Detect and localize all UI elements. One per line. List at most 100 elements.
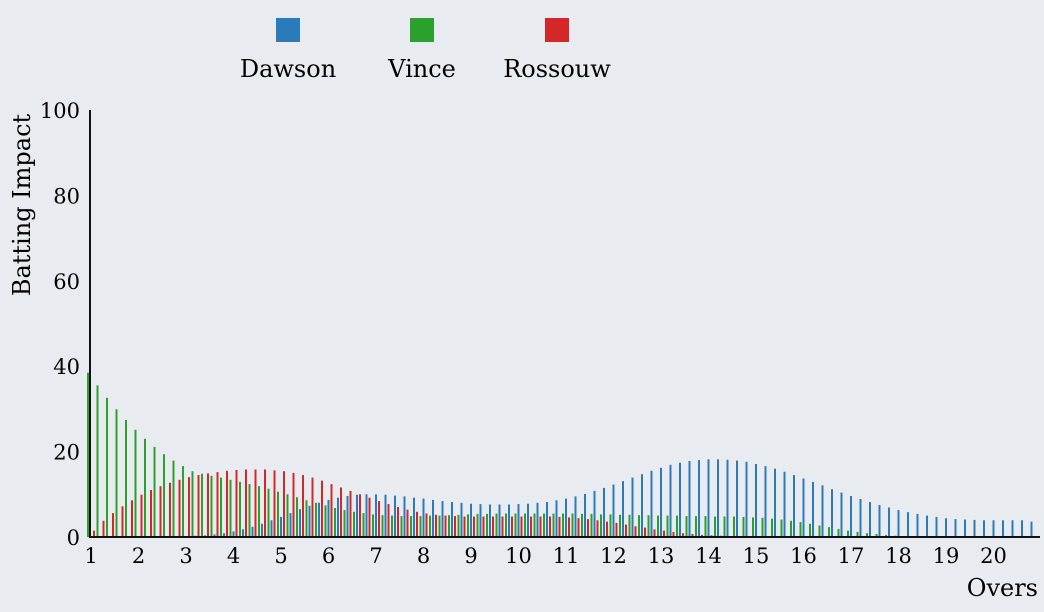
- bar-dawson: [242, 529, 244, 537]
- bar-vince: [144, 438, 146, 537]
- bar-dawson: [831, 489, 833, 537]
- bar-rossouw: [558, 516, 561, 537]
- bar-vince: [847, 530, 849, 537]
- bar-dawson: [650, 470, 653, 537]
- bar-rossouw: [520, 516, 523, 537]
- bar-vince: [657, 515, 659, 537]
- bar-dawson: [622, 481, 624, 537]
- x-tick-label: 8: [417, 544, 430, 568]
- bar-rossouw: [425, 513, 428, 537]
- bar-rossouw: [340, 487, 342, 537]
- bar-vince: [410, 516, 412, 537]
- bar-vince: [400, 516, 403, 537]
- bar-rossouw: [330, 484, 333, 537]
- bar-vince: [486, 513, 488, 537]
- bar-dawson: [308, 505, 311, 537]
- bar-dawson: [774, 468, 776, 537]
- y-tick-label: 60: [53, 270, 80, 294]
- bar-rossouw: [606, 521, 608, 537]
- bar-dawson: [394, 495, 396, 537]
- bar-vince: [533, 513, 536, 537]
- bar-dawson: [498, 504, 501, 537]
- bars: [87, 372, 1033, 537]
- bar-dawson: [859, 499, 862, 537]
- bar-vince: [837, 528, 840, 537]
- bar-vince: [267, 488, 270, 537]
- bar-dawson: [584, 493, 586, 537]
- bar-dawson: [964, 519, 966, 537]
- x-tick-label: 9: [464, 544, 477, 568]
- bar-rossouw: [102, 520, 105, 537]
- bar-rossouw: [112, 513, 114, 537]
- bar-vince: [229, 479, 232, 537]
- bar-rossouw: [359, 494, 361, 537]
- bar-dawson: [688, 461, 691, 537]
- bar-dawson: [223, 533, 225, 537]
- y-tick-label: 0: [67, 526, 80, 550]
- bar-rossouw: [701, 534, 703, 537]
- bar-rossouw: [634, 526, 637, 537]
- bar-vince: [704, 516, 707, 537]
- bar-dawson: [897, 510, 900, 537]
- bar-rossouw: [178, 479, 181, 537]
- bar-dawson: [280, 516, 282, 537]
- bar-dawson: [337, 497, 339, 537]
- x-tick-label: 17: [838, 544, 865, 568]
- bar-dawson: [1011, 520, 1014, 537]
- bar-dawson: [641, 474, 643, 537]
- bar-dawson: [745, 461, 748, 537]
- bar-rossouw: [302, 475, 304, 537]
- bar-rossouw: [596, 520, 599, 537]
- bar-rossouw: [682, 533, 684, 537]
- bar-vince: [125, 420, 127, 537]
- bar-vince: [856, 531, 859, 537]
- bar-rossouw: [511, 516, 513, 537]
- bar-vince: [134, 429, 137, 537]
- bar-vince: [543, 513, 545, 537]
- bar-rossouw: [197, 475, 200, 537]
- bar-dawson: [527, 503, 529, 537]
- bar-vince: [505, 513, 507, 537]
- bar-dawson: [954, 519, 957, 537]
- bar-vince: [220, 477, 222, 537]
- bar-dawson: [764, 466, 767, 537]
- bar-vince: [761, 517, 764, 537]
- y-tick-label: 20: [53, 441, 80, 465]
- bar-dawson: [878, 505, 881, 537]
- bar-rossouw: [549, 516, 551, 537]
- bar-vince: [723, 516, 726, 537]
- bar-rossouw: [615, 522, 618, 537]
- x-tick-label: 11: [553, 544, 580, 568]
- bar-dawson: [973, 519, 976, 537]
- x-tick-label: 10: [505, 544, 532, 568]
- bar-dawson: [536, 502, 539, 537]
- bar-rossouw: [492, 516, 494, 537]
- legend-label-vince: Vince: [387, 55, 456, 83]
- bar-dawson: [318, 502, 320, 537]
- bar-dawson: [517, 504, 520, 537]
- bar-dawson: [945, 518, 947, 537]
- legend-label-dawson: Dawson: [240, 55, 336, 83]
- bar-vince: [305, 500, 308, 537]
- bar-vince: [438, 515, 441, 537]
- bar-vince: [780, 519, 783, 537]
- x-tick-label: 2: [132, 544, 145, 568]
- bar-rossouw: [672, 531, 675, 537]
- bar-rossouw: [530, 516, 532, 537]
- bar-vince: [457, 514, 460, 537]
- bar-vince: [286, 494, 289, 537]
- bar-rossouw: [254, 469, 257, 537]
- bar-dawson: [346, 496, 349, 537]
- bar-vince: [590, 513, 593, 537]
- bar-vince: [647, 515, 650, 537]
- bar-rossouw: [235, 470, 238, 537]
- bar-vince: [391, 515, 393, 537]
- bar-vince: [87, 372, 89, 537]
- x-tick-label: 13: [648, 544, 675, 568]
- x-tick-label: 7: [369, 544, 382, 568]
- bar-dawson: [888, 507, 890, 537]
- bar-dawson: [850, 496, 852, 537]
- bar-rossouw: [283, 471, 285, 537]
- bar-dawson: [546, 502, 548, 537]
